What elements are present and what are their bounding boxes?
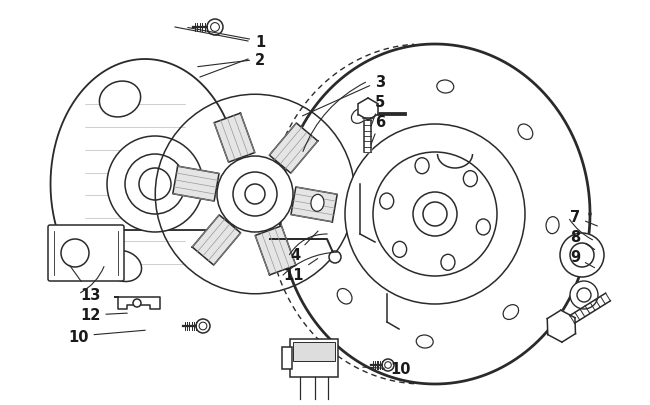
Circle shape bbox=[577, 288, 591, 302]
Ellipse shape bbox=[99, 82, 140, 118]
Ellipse shape bbox=[503, 305, 519, 320]
Text: 5: 5 bbox=[371, 94, 385, 127]
Ellipse shape bbox=[415, 158, 429, 174]
Circle shape bbox=[125, 155, 185, 215]
Ellipse shape bbox=[105, 251, 142, 282]
Circle shape bbox=[560, 233, 604, 277]
Polygon shape bbox=[562, 318, 575, 334]
Polygon shape bbox=[561, 310, 575, 326]
Text: 9: 9 bbox=[570, 250, 595, 268]
Circle shape bbox=[196, 319, 210, 333]
Text: 6: 6 bbox=[371, 114, 385, 145]
Text: 12: 12 bbox=[80, 308, 127, 323]
Circle shape bbox=[61, 239, 89, 267]
Text: 8: 8 bbox=[570, 230, 595, 250]
Circle shape bbox=[207, 20, 223, 36]
Polygon shape bbox=[192, 215, 240, 265]
Circle shape bbox=[382, 359, 394, 371]
Circle shape bbox=[217, 157, 293, 232]
Circle shape bbox=[345, 125, 525, 304]
Bar bbox=[282, 347, 292, 369]
Polygon shape bbox=[363, 115, 372, 121]
Polygon shape bbox=[291, 188, 337, 222]
Polygon shape bbox=[255, 226, 296, 275]
Ellipse shape bbox=[380, 194, 394, 209]
Polygon shape bbox=[51, 60, 239, 230]
Ellipse shape bbox=[352, 109, 367, 124]
Polygon shape bbox=[365, 121, 372, 153]
Polygon shape bbox=[368, 99, 378, 110]
Bar bbox=[293, 342, 335, 361]
Ellipse shape bbox=[518, 125, 533, 140]
Bar bbox=[290, 339, 338, 377]
Circle shape bbox=[570, 281, 598, 309]
Text: 11: 11 bbox=[283, 259, 318, 283]
Polygon shape bbox=[368, 110, 378, 121]
Ellipse shape bbox=[337, 289, 352, 304]
Circle shape bbox=[423, 202, 447, 226]
Polygon shape bbox=[548, 326, 562, 342]
Polygon shape bbox=[358, 104, 368, 115]
Ellipse shape bbox=[437, 81, 454, 94]
Ellipse shape bbox=[311, 195, 324, 212]
Circle shape bbox=[570, 243, 594, 267]
Ellipse shape bbox=[441, 255, 455, 271]
Polygon shape bbox=[214, 114, 255, 163]
Polygon shape bbox=[115, 297, 160, 309]
FancyBboxPatch shape bbox=[48, 226, 124, 281]
Polygon shape bbox=[547, 319, 562, 335]
Polygon shape bbox=[368, 104, 378, 115]
Circle shape bbox=[245, 185, 265, 205]
Polygon shape bbox=[570, 294, 610, 323]
Text: 10: 10 bbox=[68, 329, 145, 344]
Circle shape bbox=[133, 299, 141, 307]
Ellipse shape bbox=[546, 217, 559, 234]
Circle shape bbox=[329, 252, 341, 263]
Polygon shape bbox=[358, 99, 368, 110]
Ellipse shape bbox=[476, 220, 490, 235]
Circle shape bbox=[139, 168, 171, 200]
Ellipse shape bbox=[393, 242, 407, 258]
Text: 13: 13 bbox=[70, 266, 100, 302]
Ellipse shape bbox=[416, 335, 433, 348]
Text: 4: 4 bbox=[290, 231, 318, 263]
Circle shape bbox=[413, 192, 457, 237]
Polygon shape bbox=[562, 326, 575, 342]
Circle shape bbox=[107, 136, 203, 232]
Polygon shape bbox=[358, 110, 368, 121]
Polygon shape bbox=[56, 60, 234, 204]
Circle shape bbox=[233, 173, 277, 216]
Polygon shape bbox=[280, 45, 590, 384]
Text: 7: 7 bbox=[570, 210, 597, 226]
Polygon shape bbox=[173, 167, 219, 202]
Ellipse shape bbox=[463, 171, 477, 187]
Polygon shape bbox=[269, 124, 318, 174]
Text: 1: 1 bbox=[188, 28, 265, 49]
Text: 2: 2 bbox=[198, 52, 265, 68]
Polygon shape bbox=[547, 310, 562, 326]
Circle shape bbox=[373, 153, 497, 276]
Text: 3: 3 bbox=[302, 74, 385, 117]
Text: 10: 10 bbox=[363, 362, 411, 377]
